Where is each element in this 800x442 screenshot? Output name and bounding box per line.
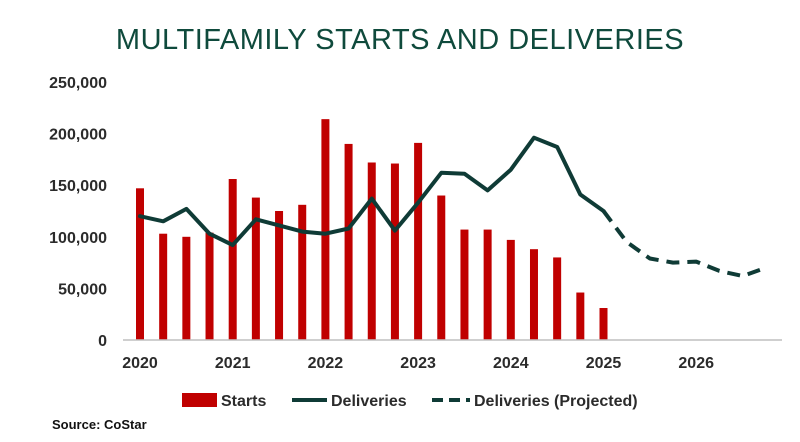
deliveries-line	[138, 135, 606, 248]
legend-label-deliveries: Deliveries	[331, 393, 407, 410]
starts-bars	[136, 119, 608, 340]
x-tick-label: 2020	[122, 355, 158, 372]
starts-bar	[344, 143, 353, 340]
x-axis: 2020 2021 2022 2023 2024 2025 2026	[122, 355, 714, 372]
x-tick-label: 2022	[308, 355, 344, 372]
starts-bar	[228, 179, 237, 340]
starts-bar	[321, 119, 330, 340]
starts-bar	[159, 233, 168, 340]
starts-bar	[205, 232, 214, 340]
chart-title: MULTIFAMILY STARTS AND DELIVERIES	[115, 24, 685, 56]
legend-swatch-starts	[182, 393, 217, 407]
starts-bar	[298, 204, 307, 340]
starts-bar	[506, 239, 515, 340]
x-tick-label: 2026	[678, 355, 714, 372]
starts-bar	[275, 211, 284, 340]
starts-bar	[136, 188, 144, 340]
y-tick-label: 0	[98, 333, 107, 350]
legend: Starts Deliveries Deliveries (Projected)	[182, 393, 638, 410]
starts-bar	[553, 257, 562, 340]
x-tick-label: 2025	[586, 355, 622, 372]
starts-bar	[483, 229, 492, 340]
starts-bar	[414, 142, 423, 340]
starts-bar	[460, 229, 469, 340]
source-note: Source: CoStar	[52, 417, 147, 432]
y-tick-label: 250,000	[49, 75, 107, 92]
starts-bar	[182, 236, 191, 340]
x-tick-label: 2023	[400, 355, 436, 372]
y-axis: 0 50,000 100,000 150,000 200,000 250,000	[49, 75, 107, 350]
x-tick-label: 2021	[215, 355, 251, 372]
starts-bar	[390, 163, 399, 340]
deliveries-lines	[138, 135, 767, 278]
y-tick-label: 50,000	[58, 281, 107, 298]
y-tick-label: 150,000	[49, 178, 107, 195]
starts-bar	[251, 197, 260, 340]
deliveries-projected-line	[601, 209, 767, 278]
starts-bar	[599, 308, 608, 340]
starts-bar	[576, 292, 585, 340]
x-tick-label: 2024	[493, 355, 529, 372]
legend-label-starts: Starts	[221, 393, 266, 410]
starts-bar	[437, 195, 446, 340]
legend-label-deliveries-projected: Deliveries (Projected)	[474, 393, 638, 410]
y-tick-label: 100,000	[49, 230, 107, 247]
y-tick-label: 200,000	[49, 127, 107, 144]
starts-bar	[367, 162, 376, 340]
starts-bar	[529, 249, 538, 340]
